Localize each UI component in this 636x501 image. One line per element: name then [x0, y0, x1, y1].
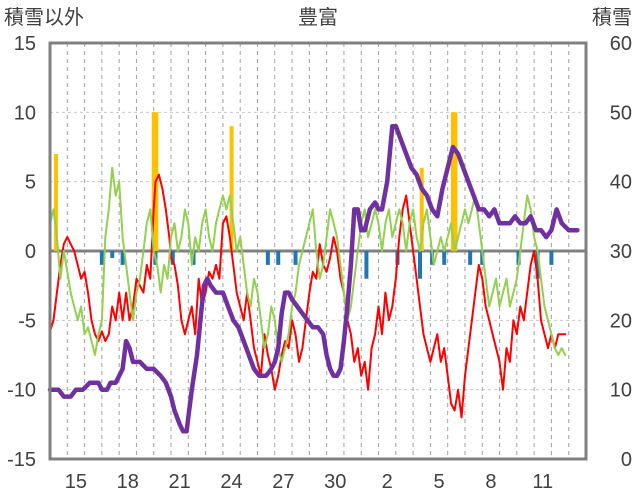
right-axis-label: 積雪 [592, 5, 632, 29]
x-tick-label: 24 [220, 471, 242, 493]
y-left-tick-label: -5 [18, 310, 36, 332]
x-tick-label: 11 [532, 471, 553, 493]
x-tick-label: 8 [485, 471, 496, 493]
precip-bar [364, 251, 369, 279]
precip-bar [265, 251, 270, 265]
precip-bar [120, 251, 125, 265]
x-tick-label: 18 [117, 471, 139, 493]
left-axis-label: 積雪以外 [4, 5, 84, 29]
precip-bar [276, 251, 281, 265]
snowfall-bar [453, 112, 458, 251]
precip-bar [418, 251, 423, 279]
x-tick-label: 15 [65, 471, 87, 493]
precip-bar [110, 251, 115, 258]
chart-title: 豊富 [298, 5, 338, 29]
y-right-tick-label: 10 [610, 380, 632, 402]
snowfall-bar [450, 112, 455, 251]
y-left-tick-label: 15 [14, 33, 36, 55]
y-right-tick-label: 30 [610, 241, 632, 263]
precip-bar [535, 251, 540, 279]
x-tick-label: 27 [272, 471, 294, 493]
y-left-tick-label: 10 [14, 102, 36, 124]
precip-bar [549, 251, 554, 265]
precip-bar [99, 251, 104, 265]
precip-bar [170, 251, 175, 265]
precip-bar [442, 251, 447, 265]
y-left-tick-label: 0 [25, 241, 36, 263]
bars [54, 112, 554, 279]
y-right-tick-label: 50 [610, 102, 632, 124]
x-tick-label: 30 [324, 471, 346, 493]
snowfall-bar [54, 153, 59, 251]
plot-frame [48, 41, 588, 461]
snowfall-bar [229, 126, 234, 251]
y-left-tick-label: -10 [7, 380, 36, 402]
y-right-tick-label: 40 [610, 172, 632, 194]
snowfall-bar [419, 167, 424, 251]
y-left-tick-label: 5 [25, 172, 36, 194]
humidity-line [49, 166, 567, 363]
snow_depth-line [47, 123, 580, 434]
y-left-tick-label: -15 [7, 449, 36, 471]
snowfall-bar [151, 112, 156, 251]
y-right-tick-label: 20 [610, 310, 632, 332]
series-lines [47, 123, 580, 434]
precip-bar [293, 251, 298, 265]
precip-bar [468, 251, 473, 265]
grid [50, 42, 586, 460]
x-tick-label: 5 [433, 471, 444, 493]
y-right-tick-label: 60 [610, 33, 632, 55]
x-tick-label: 2 [382, 471, 393, 493]
y-right-tick-label: 0 [621, 449, 632, 471]
x-tick-label: 21 [169, 471, 191, 493]
